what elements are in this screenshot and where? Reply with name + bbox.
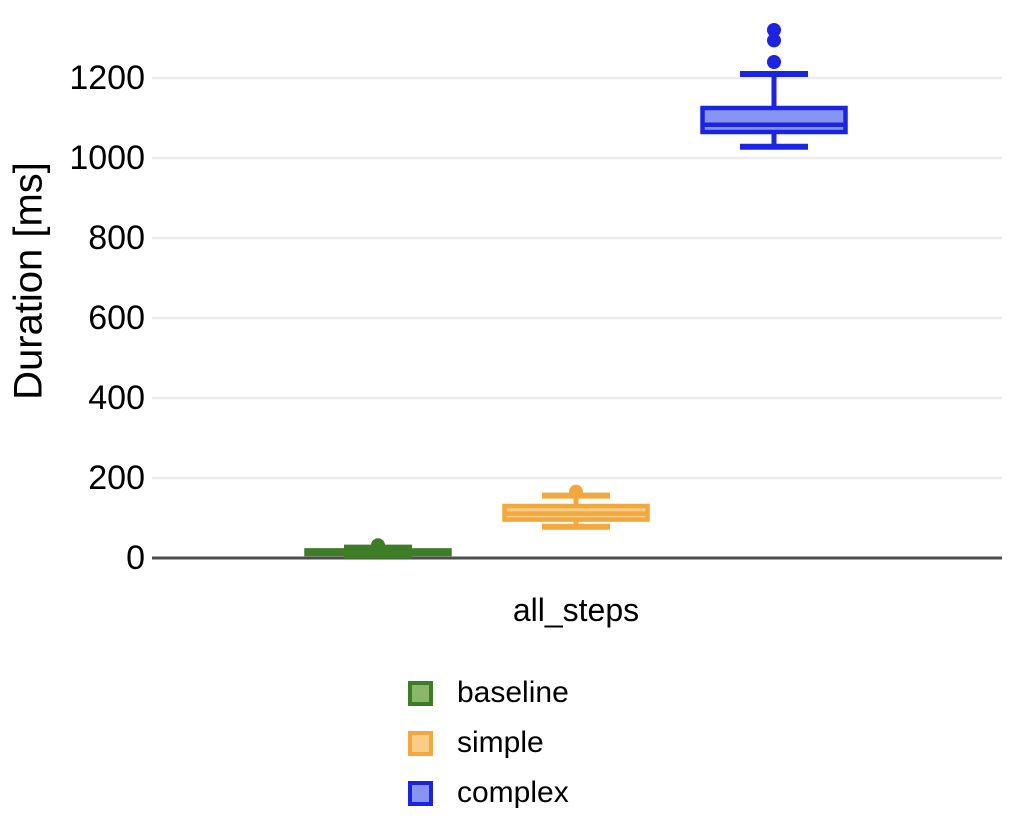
- y-tick-label: 1000: [69, 139, 145, 177]
- outlier-simple: [569, 484, 583, 499]
- outlier-complex: [767, 33, 781, 48]
- y-tick-label: 400: [88, 379, 145, 417]
- legend-label: complex: [457, 776, 569, 809]
- outlier-baseline: [371, 538, 385, 553]
- y-tick-label: 1200: [69, 59, 145, 97]
- legend: baseline simple complex: [408, 668, 569, 818]
- x-tick-label: all_steps: [512, 592, 640, 628]
- legend-label: baseline: [457, 676, 569, 709]
- legend-label: simple: [457, 726, 544, 759]
- outlier-complex: [767, 55, 781, 69]
- y-tick-label: 200: [88, 459, 145, 497]
- baseline-swatch-icon: [408, 680, 433, 706]
- outlier-complex: [767, 23, 781, 37]
- legend-item-complex: complex: [408, 768, 569, 818]
- box-complex: [700, 105, 848, 135]
- y-tick-label: 0: [126, 539, 145, 577]
- y-axis-title: Duration [ms]: [6, 162, 51, 400]
- y-tick-label: 600: [88, 299, 145, 337]
- legend-item-baseline: baseline: [408, 668, 569, 718]
- complex-swatch-icon: [408, 780, 433, 806]
- y-tick-label: 800: [88, 219, 145, 257]
- legend-item-simple: simple: [408, 718, 569, 768]
- simple-swatch-icon: [408, 730, 433, 756]
